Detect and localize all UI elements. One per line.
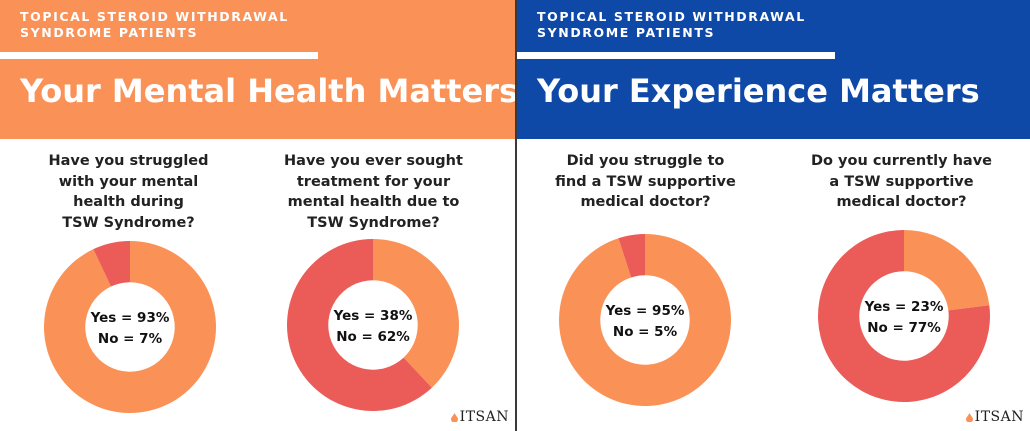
slice-yes — [44, 241, 217, 414]
panel-experience: TOPICAL STEROID WITHDRAWAL SYNDROME PATI… — [517, 0, 1030, 431]
slice-no — [287, 239, 432, 411]
slice-no — [618, 234, 645, 278]
slice-yes — [904, 230, 990, 311]
page-title: Your Experience Matters — [537, 72, 980, 110]
slice-no — [93, 241, 130, 287]
chart-question: Have you ever sought treatment for your me… — [245, 151, 502, 233]
donut-chart: Yes = 38% No = 62% — [287, 239, 460, 411]
chart-question: Did you struggle to find a TSW supportive… — [517, 151, 774, 213]
label-no: No = 5% — [613, 324, 678, 340]
chart-question: Have you struggled with your mental health… — [0, 151, 257, 233]
question-line: a TSW supportive — [829, 173, 974, 190]
question-line: Did you struggle to — [566, 153, 725, 169]
page-title: Your Mental Health Matters — [20, 72, 515, 110]
question-line: health during — [73, 194, 184, 210]
header-banner: TOPICAL STEROID WITHDRAWAL SYNDROME PATI… — [517, 0, 1030, 139]
logo-drop-icon — [450, 412, 458, 422]
question-line: Have you struggled — [48, 153, 209, 169]
logo-text: ITSAN — [974, 409, 1024, 425]
question-line: Have you ever sought — [284, 153, 463, 169]
chart-supportive-doctor-current: Do you currently have a TSW supportive med… — [773, 139, 1030, 431]
chart-mental-health-treatment: Have you ever sought treatment for your me… — [245, 139, 502, 431]
question-line: with your mental — [58, 173, 199, 190]
kicker: TOPICAL STEROID WITHDRAWAL SYNDROME PATI… — [20, 9, 289, 41]
question-line: TSW Syndrome? — [307, 214, 440, 231]
slice-no — [818, 230, 990, 403]
question-line: find a TSW supportive — [555, 173, 736, 190]
donut-chart: Yes = 23% No = 77% — [818, 230, 990, 403]
label-no: No = 77% — [867, 320, 941, 336]
chart-mental-health-struggle: Have you struggled with your mental health… — [0, 139, 257, 431]
kicker-line-2: SYNDROME PATIENTS — [537, 25, 716, 40]
slice-yes — [559, 234, 731, 406]
header-rule — [0, 52, 318, 59]
question-line: medical doctor? — [580, 194, 711, 210]
logo-text: ITSAN — [459, 409, 509, 425]
chart-supportive-doctor-struggle: Did you struggle to find a TSW supportive… — [517, 139, 774, 431]
chart-question: Do you currently have a TSW supportive med… — [773, 151, 1030, 213]
question-line: treatment for your — [296, 173, 451, 190]
kicker-line-1: TOPICAL STEROID WITHDRAWAL — [20, 9, 289, 24]
panel-divider — [515, 0, 517, 431]
panel-mental-health: TOPICAL STEROID WITHDRAWAL SYNDROME PATI… — [0, 0, 515, 431]
label-yes: Yes = 93% — [90, 310, 170, 326]
header-rule — [517, 52, 835, 59]
logo-drop-icon — [965, 412, 973, 422]
question-line: Do you currently have — [810, 153, 992, 169]
itsan-logo: ITSAN — [450, 409, 509, 425]
label-no: No = 62% — [336, 329, 410, 345]
question-line: mental health due to — [287, 194, 460, 210]
kicker-line-1: TOPICAL STEROID WITHDRAWAL — [537, 9, 806, 24]
question-line: medical doctor? — [836, 194, 967, 210]
kicker: TOPICAL STEROID WITHDRAWAL SYNDROME PATI… — [537, 9, 806, 41]
slice-yes — [373, 239, 460, 388]
itsan-logo: ITSAN — [965, 409, 1024, 425]
label-no: No = 7% — [98, 331, 163, 347]
label-yes: Yes = 23% — [864, 299, 944, 315]
question-line: TSW Syndrome? — [62, 214, 195, 231]
donut-chart: Yes = 93% No = 7% — [44, 241, 217, 414]
header-banner: TOPICAL STEROID WITHDRAWAL SYNDROME PATI… — [0, 0, 515, 139]
donut-chart: Yes = 95% No = 5% — [559, 234, 731, 406]
label-yes: Yes = 38% — [333, 308, 413, 324]
label-yes: Yes = 95% — [605, 303, 685, 319]
kicker-line-2: SYNDROME PATIENTS — [20, 25, 199, 40]
